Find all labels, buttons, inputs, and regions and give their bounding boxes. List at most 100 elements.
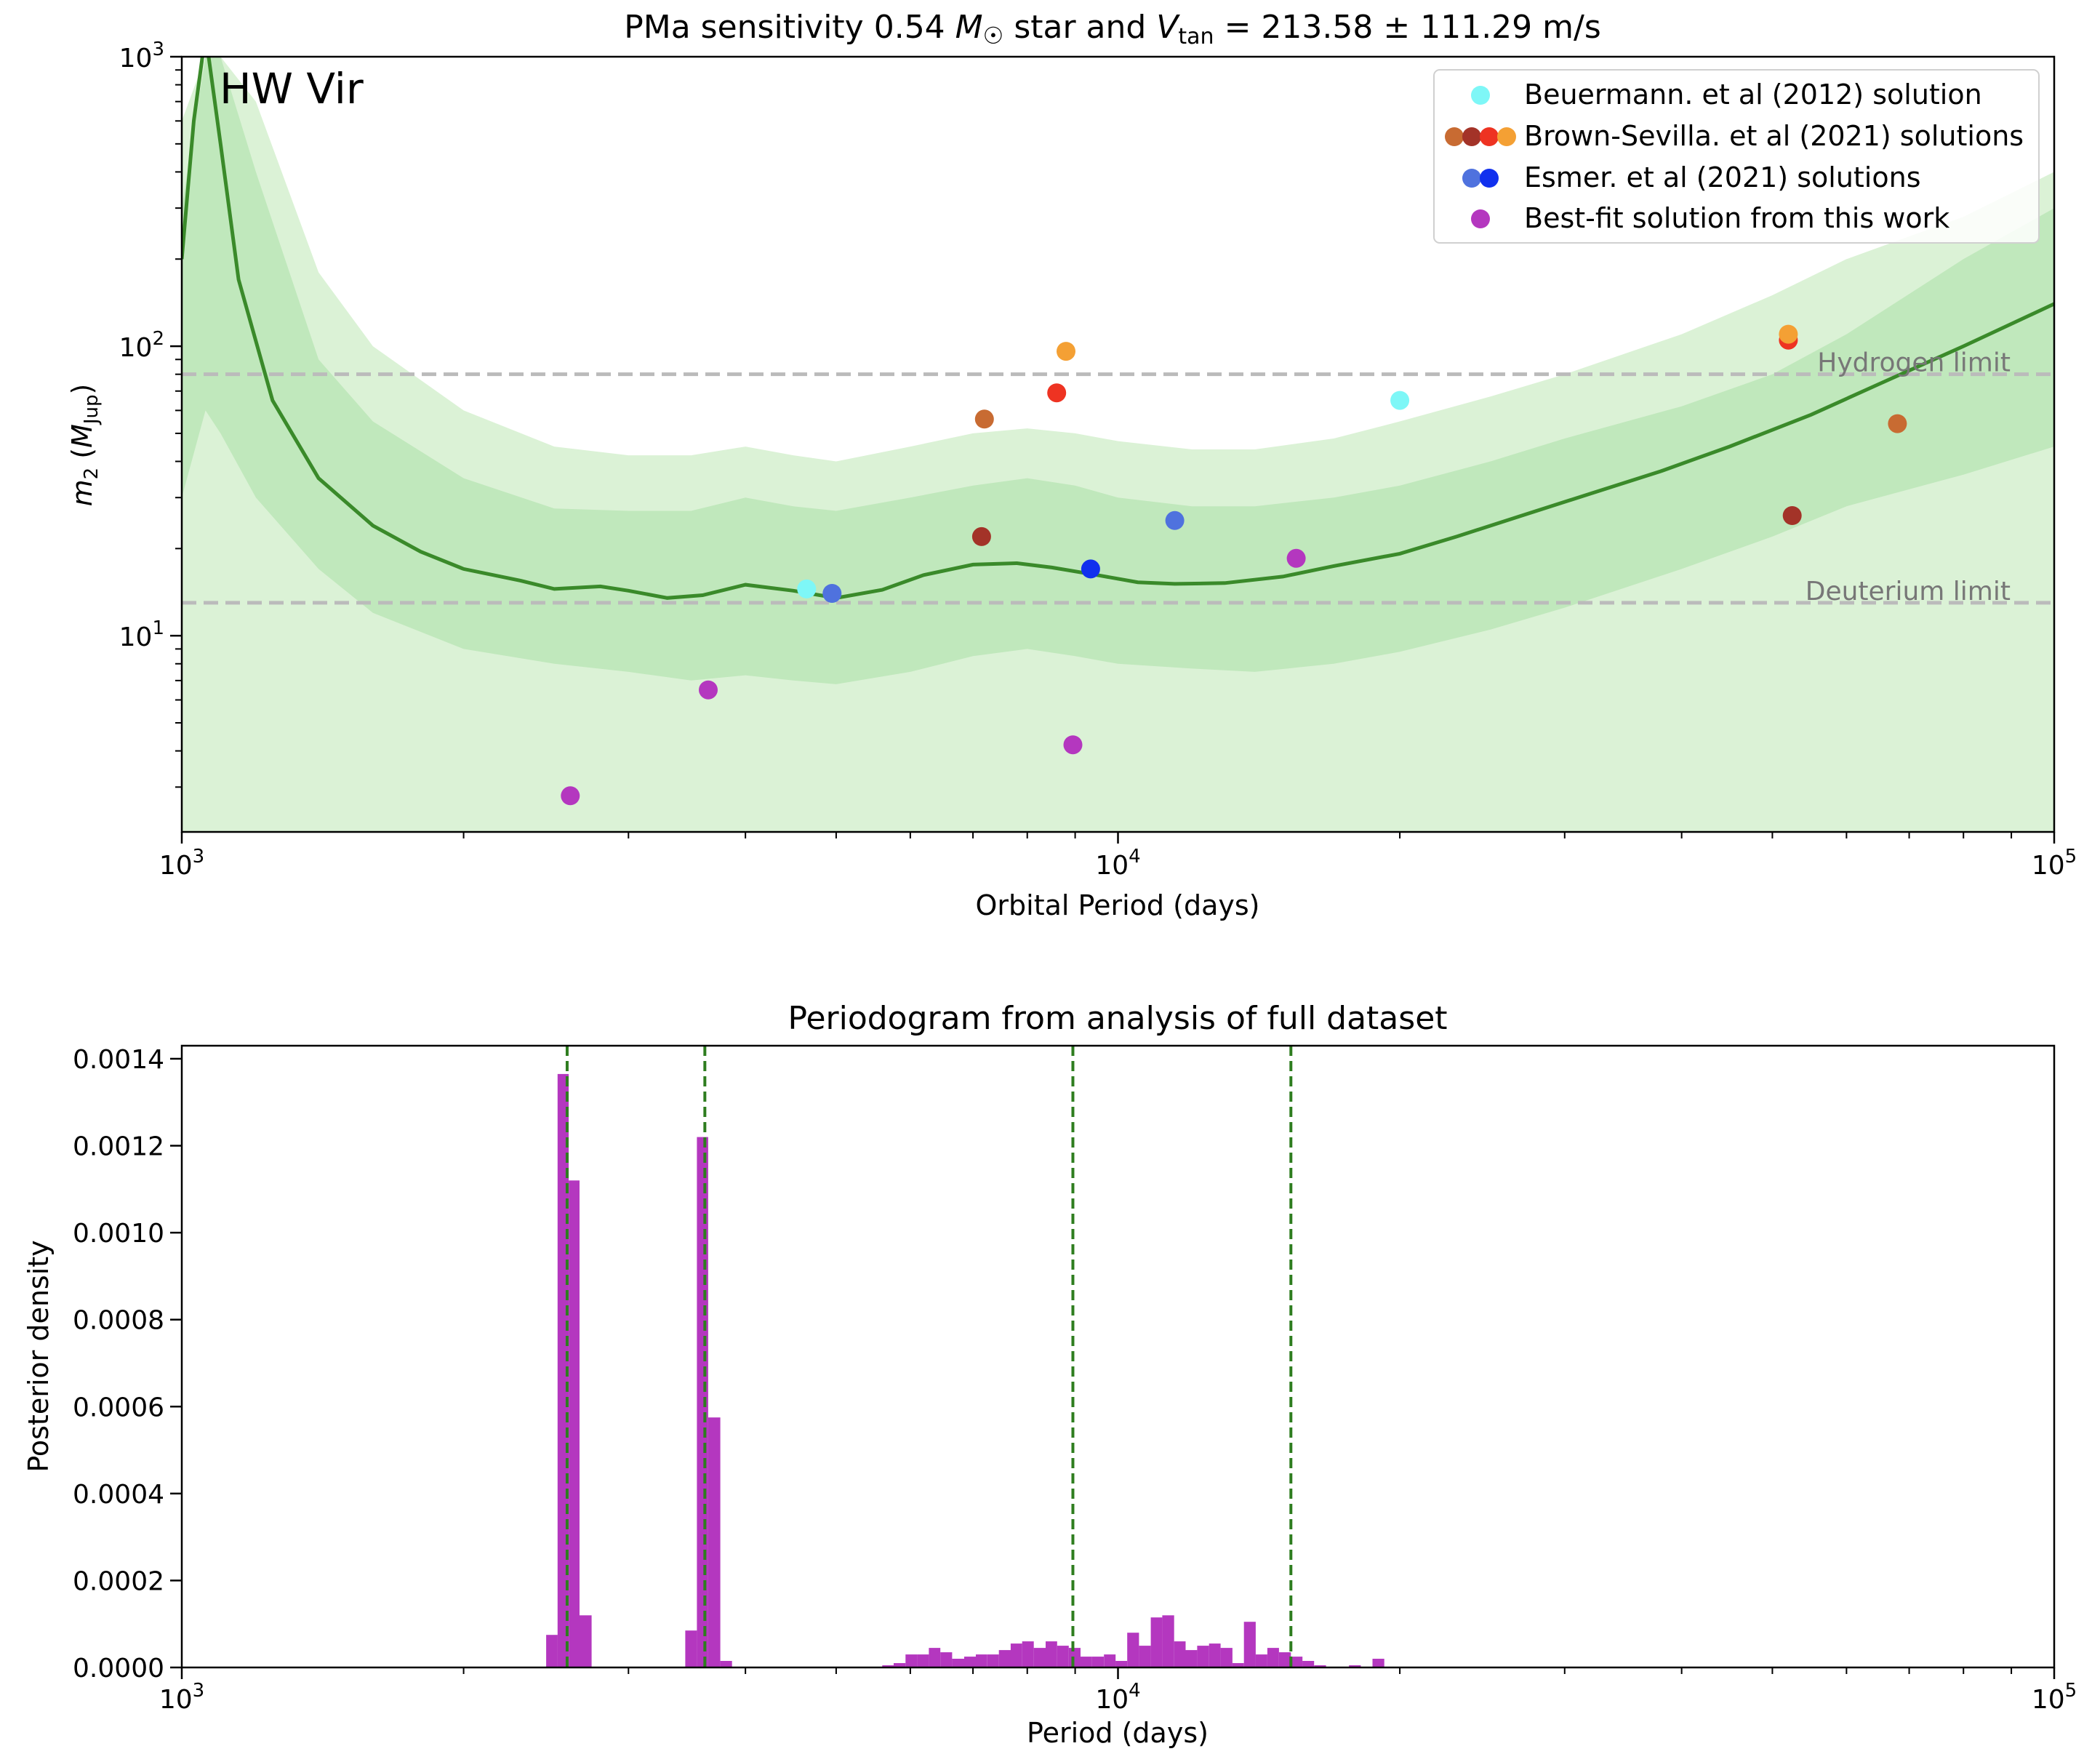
periodogram-bar-18 bbox=[998, 1650, 1011, 1667]
top-x-tick-label-1: 104 bbox=[1095, 846, 1140, 881]
periodogram-bar-8 bbox=[882, 1665, 894, 1667]
hydrogen-limit-label: Hydrogen limit bbox=[1817, 348, 2011, 378]
legend-frame bbox=[1433, 69, 2040, 244]
periodogram-bar-12 bbox=[929, 1648, 941, 1667]
periodogram-bar-46 bbox=[1349, 1665, 1361, 1667]
periodogram-bar-19 bbox=[1010, 1643, 1022, 1667]
bottom-title: Periodogram from analysis of full datase… bbox=[788, 1000, 1447, 1037]
top-y-tick-label-1: 102 bbox=[119, 328, 164, 363]
ylabel-m: m bbox=[66, 479, 98, 506]
legend-entry-best-fit: Best-fit solution from this work bbox=[1524, 202, 1949, 234]
bottom-y-tick-label-1: 0.0002 bbox=[73, 1566, 164, 1596]
periodogram-bar-9 bbox=[894, 1663, 906, 1667]
periodogram-bar-20 bbox=[1022, 1641, 1034, 1667]
title-m: M bbox=[955, 9, 983, 46]
periodogram-bar-32 bbox=[1162, 1615, 1174, 1667]
legend-marker-0-0 bbox=[1471, 86, 1490, 105]
deuterium-limit-label: Deuterium limit bbox=[1806, 577, 2011, 606]
periodogram-bar-41 bbox=[1267, 1648, 1279, 1667]
legend-entry-esmer: Esmer. et al (2021) solutions bbox=[1524, 161, 1921, 193]
legend-marker-1-2 bbox=[1480, 127, 1499, 146]
bottom-axes-frame bbox=[180, 1044, 2056, 1669]
legend-entry-brown-sevilla: Brown-Sevilla. et al (2021) solutions bbox=[1524, 120, 2024, 152]
periodogram-bar-10 bbox=[905, 1654, 918, 1667]
title-pre: PMa sensitivity 0.54 bbox=[624, 9, 955, 46]
top-x-label: Orbital Period (days) bbox=[976, 889, 1260, 921]
solution-point-s3-0 bbox=[561, 786, 580, 806]
periodogram-panel: Periodogram from analysis of full datase… bbox=[23, 1000, 2077, 1749]
periodogram-bar-11 bbox=[917, 1654, 929, 1667]
periodogram-bar-5 bbox=[697, 1137, 708, 1667]
title-eq: = 213.58 ± 111.29 m/s bbox=[1214, 9, 1601, 46]
bottom-y-tick-label-4: 0.0008 bbox=[73, 1306, 164, 1336]
bottom-y-tick-label-6: 0.0012 bbox=[73, 1132, 164, 1162]
bottom-x-tick-label-0: 103 bbox=[159, 1680, 204, 1715]
title-v: V bbox=[1156, 9, 1180, 46]
periodogram-bar-26 bbox=[1091, 1657, 1105, 1667]
top-y-ticks: 101 102 103 bbox=[119, 39, 182, 788]
bottom-y-tick-label-0: 0.0000 bbox=[73, 1654, 164, 1683]
top-y-tick-label-2: 103 bbox=[119, 39, 164, 73]
periodogram-bar-7 bbox=[720, 1661, 732, 1667]
solution-point-s1-3 bbox=[1057, 342, 1075, 361]
bottom-y-tick-label-3: 0.0006 bbox=[73, 1393, 164, 1422]
solution-point-s1-6 bbox=[1782, 506, 1802, 525]
periodogram-bar-34 bbox=[1185, 1650, 1198, 1667]
periodogram-bar-0 bbox=[546, 1635, 558, 1667]
bottom-x-label: Period (days) bbox=[1027, 1717, 1209, 1749]
periodogram-bar-17 bbox=[987, 1654, 999, 1667]
periodogram-bar-25 bbox=[1081, 1657, 1092, 1667]
solution-point-s0-1 bbox=[1390, 391, 1410, 410]
periodogram-bar-14 bbox=[952, 1659, 964, 1667]
periodogram-bar-43 bbox=[1291, 1657, 1303, 1667]
periodogram-bar-40 bbox=[1255, 1654, 1267, 1667]
solution-points bbox=[561, 324, 1907, 806]
top-x-tick-label-2: 105 bbox=[2032, 846, 2077, 881]
bottom-y-tick-label-5: 0.0010 bbox=[73, 1219, 164, 1249]
top-y-tick-label-0: 101 bbox=[119, 617, 164, 652]
periodogram-bar-28 bbox=[1115, 1661, 1128, 1667]
solution-point-s3-1 bbox=[699, 680, 718, 700]
periodogram-bar-16 bbox=[976, 1654, 987, 1667]
sensitivity-band-inner bbox=[182, 57, 2054, 684]
periodogram-bar-13 bbox=[940, 1652, 953, 1667]
bottom-y-ticks: 0.0000 0.0002 0.0004 0.0006 0.0008 0.0010 0.00… bbox=[73, 1045, 182, 1683]
solution-point-s0-0 bbox=[797, 579, 817, 598]
ylabel-sub: Jup bbox=[81, 394, 103, 425]
legend-marker-3-0 bbox=[1471, 209, 1490, 228]
sensitivity-curve bbox=[182, 57, 2054, 600]
solution-point-s1-7 bbox=[1888, 414, 1907, 433]
solution-point-s3-3 bbox=[1286, 548, 1306, 568]
top-x-ticks: 103 104 105 bbox=[159, 832, 2077, 881]
bottom-x-tick-label-2: 105 bbox=[2032, 1680, 2077, 1715]
periodogram-bars bbox=[546, 1073, 1384, 1667]
periodogram-bar-29 bbox=[1127, 1633, 1139, 1667]
solution-point-s2-0 bbox=[822, 584, 842, 603]
periodogram-bar-30 bbox=[1139, 1646, 1151, 1667]
solution-point-s2-2 bbox=[1165, 510, 1185, 530]
title-tan: tan bbox=[1178, 24, 1214, 49]
solution-point-s2-1 bbox=[1081, 559, 1100, 579]
legend: Beuermann. et al (2012) solution Brown-S… bbox=[1433, 69, 2040, 244]
solution-point-s3-2 bbox=[1063, 735, 1083, 755]
solution-point-s1-2 bbox=[1047, 383, 1067, 403]
top-y-label: m2 (MJup) bbox=[66, 384, 103, 507]
periodogram-bar-21 bbox=[1033, 1648, 1046, 1667]
bottom-y-tick-label-2: 0.0004 bbox=[73, 1480, 164, 1510]
periodogram-bar-4 bbox=[685, 1630, 697, 1667]
solution-point-s1-0 bbox=[974, 409, 994, 429]
sensitivity-panel: PMa sensitivity 0.54 M☉ star and Vtan = … bbox=[66, 9, 2077, 921]
periodogram-bar-36 bbox=[1209, 1643, 1221, 1667]
ylabel-close: ) bbox=[66, 384, 98, 395]
periodogram-bar-45 bbox=[1314, 1665, 1326, 1667]
solution-point-s1-1 bbox=[971, 526, 991, 546]
periodogram-bar-39 bbox=[1243, 1622, 1256, 1667]
periodogram-bar-37 bbox=[1220, 1648, 1233, 1667]
ylabel-sub2: 2 bbox=[81, 468, 103, 480]
ylabel-open: ( bbox=[66, 448, 98, 468]
legend-marker-1-1 bbox=[1462, 127, 1481, 146]
periodogram-bar-38 bbox=[1232, 1663, 1244, 1667]
legend-marker-1-0 bbox=[1445, 127, 1464, 146]
periodogram-bar-6 bbox=[708, 1417, 721, 1667]
